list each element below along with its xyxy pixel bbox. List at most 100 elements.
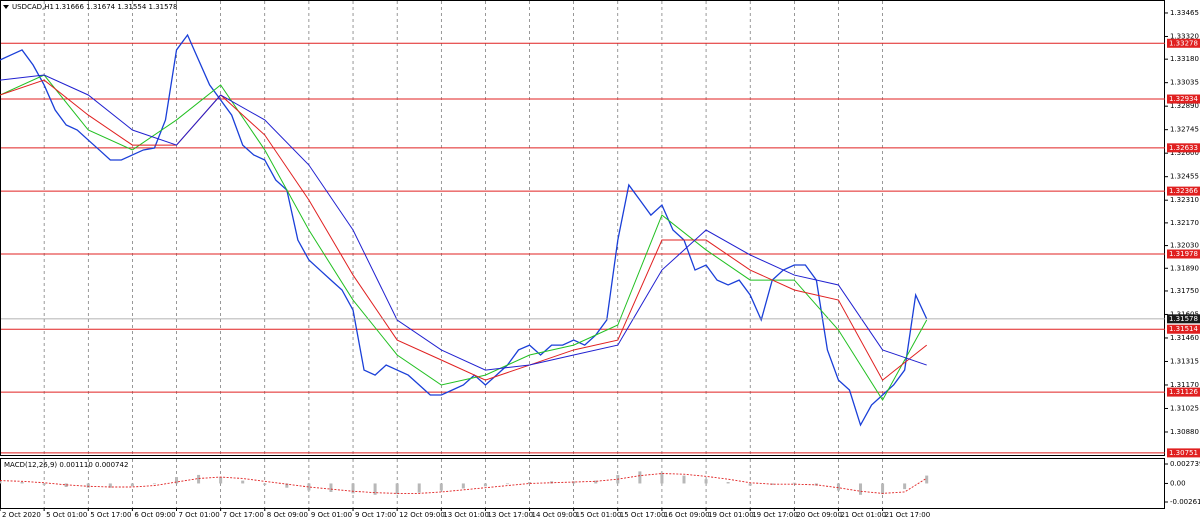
macd-bar	[859, 483, 863, 495]
x-tick-label: 8 Oct 09:00	[267, 511, 308, 519]
x-tick-label: 5 Oct 17:00	[90, 511, 131, 519]
macd-pane-frame	[0, 458, 1165, 509]
x-tick-label: 9 Oct 17:00	[355, 511, 396, 519]
x-tick-label: 2 Oct 2020	[2, 511, 41, 519]
y-tick-label: 1.30880	[1170, 428, 1199, 436]
main-pane-frame	[0, 0, 1165, 456]
macd-bar	[175, 477, 179, 484]
macd-bar	[219, 477, 223, 484]
y-tick-label: 1.33035	[1170, 79, 1199, 87]
macd-bar	[351, 483, 355, 494]
macd-label: MACD(12,26,9) 0.001110 0.000742	[4, 461, 128, 469]
macd-bar	[660, 472, 664, 484]
level-label-box	[1167, 249, 1200, 259]
macd-bar	[682, 475, 686, 484]
x-tick-label: 14 Oct 09:00	[532, 511, 578, 519]
symbol-label: USDCAD,H1	[12, 3, 54, 11]
level-label: 1.31514	[1169, 325, 1198, 333]
level-label-box	[1167, 448, 1200, 458]
macd-bar	[483, 483, 487, 487]
x-tick-label: 7 Oct 17:00	[223, 511, 264, 519]
y-tick-label: 1.32455	[1170, 173, 1199, 181]
macd-bar	[881, 483, 885, 495]
macd-bar	[108, 483, 112, 488]
level-label: 1.32366	[1169, 187, 1198, 195]
y-tick-label: 1.31460	[1170, 334, 1199, 342]
macd-bar	[307, 483, 311, 491]
menu-triangle[interactable]	[3, 5, 9, 9]
y2-tick-label: -0.002612	[1170, 498, 1200, 506]
y-tick-label: 1.32310	[1170, 196, 1199, 204]
level-label-box	[1167, 186, 1200, 196]
x-tick-label: 19 Oct 17:00	[752, 511, 798, 519]
macd-bar	[748, 483, 752, 486]
y-tick-label: 1.31025	[1170, 404, 1199, 412]
macd-bar	[836, 483, 840, 491]
y-tick-label: 1.31170	[1170, 381, 1199, 389]
level-label-box	[1167, 387, 1200, 397]
current-price-box	[1167, 314, 1200, 324]
macd-bar	[152, 483, 156, 485]
macd-bar	[64, 483, 68, 488]
y-tick-label: 1.33465	[1170, 9, 1199, 17]
moving-average	[0, 74, 927, 371]
level-label: 1.32934	[1169, 95, 1198, 103]
x-tick-label: 16 Oct 09:00	[664, 511, 710, 519]
macd-bar	[0, 481, 2, 484]
macd-bar	[285, 483, 289, 488]
x-tick-label: 7 Oct 01:00	[179, 511, 220, 519]
macd-bar	[594, 480, 598, 484]
macd-signal	[0, 473, 927, 494]
y-tick-label: 1.32745	[1170, 126, 1199, 134]
macd-bar	[925, 475, 929, 484]
y-tick-label: 1.33320	[1170, 32, 1199, 40]
level-label: 1.32633	[1169, 144, 1198, 152]
macd-bar	[130, 483, 134, 487]
level-label: 1.30751	[1169, 449, 1198, 457]
x-tick-label: 15 Oct 01:00	[576, 511, 622, 519]
macd-bar	[20, 482, 24, 484]
level-label: 1.31978	[1169, 250, 1198, 258]
level-label-box	[1167, 324, 1200, 334]
y-tick-label: 1.31890	[1170, 264, 1199, 272]
x-tick-label: 21 Oct 17:00	[885, 511, 931, 519]
x-tick-label: 6 Oct 09:00	[134, 511, 175, 519]
macd-bar	[197, 474, 201, 484]
macd-bar	[86, 483, 90, 488]
level-label-box	[1167, 143, 1200, 153]
macd-bar	[461, 483, 465, 489]
y2-tick-label: 0.002739	[1170, 460, 1200, 468]
macd-bar	[395, 483, 399, 495]
macd-bar	[638, 471, 642, 484]
macd-bar	[263, 483, 267, 485]
y-tick-label: 1.33180	[1170, 55, 1199, 63]
x-tick-label: 20 Oct 09:00	[796, 511, 842, 519]
x-tick-label: 9 Oct 01:00	[311, 511, 352, 519]
level-label: 1.31126	[1169, 388, 1198, 396]
ohlc-label: 1.31666 1.31674 1.31554 1.31578	[55, 3, 177, 11]
y-tick-label: 1.32600	[1170, 149, 1199, 157]
y-tick-label: 1.32170	[1170, 219, 1199, 227]
y-tick-label: 1.32890	[1170, 102, 1199, 110]
macd-bar	[528, 482, 532, 484]
macd-bar	[241, 480, 245, 484]
x-tick-label: 15 Oct 17:00	[620, 511, 666, 519]
macd-bar	[42, 483, 46, 485]
x-tick-label: 21 Oct 01:00	[840, 511, 886, 519]
level-label: 1.33278	[1169, 39, 1198, 47]
macd-bar	[329, 483, 333, 492]
x-tick-label: 19 Oct 01:00	[708, 511, 754, 519]
current-price-label: 1.31578	[1169, 315, 1198, 323]
macd-bar	[770, 483, 774, 485]
macd-bar	[726, 482, 730, 484]
y-tick-label: 1.31315	[1170, 357, 1199, 365]
x-tick-label: 12 Oct 09:00	[399, 511, 445, 519]
x-tick-label: 13 Oct 01:00	[443, 511, 489, 519]
y-tick-label: 1.31750	[1170, 287, 1199, 295]
macd-bar	[505, 483, 509, 485]
macd-bar	[903, 483, 907, 490]
macd-bar	[439, 483, 443, 491]
